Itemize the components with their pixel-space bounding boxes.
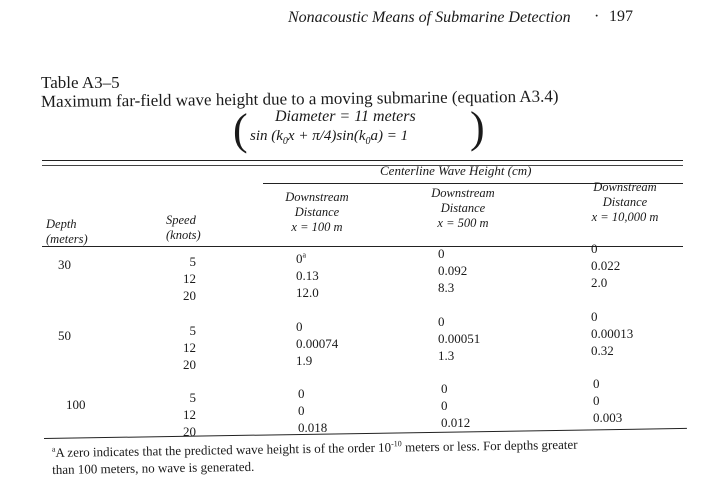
footnote: aA zero indicates that the predicted wav… [51, 436, 578, 477]
values-x100m: 0 0.00074 1.9 [296, 319, 339, 368]
speed-column: 5 12 20 [183, 390, 196, 439]
values-x500m: 0 0.00051 1.3 [438, 314, 481, 363]
col-heading-500m: Downstream Distance x = 500 m [431, 186, 495, 230]
values-x500m: 0 0 0.012 [441, 381, 471, 430]
spanner-heading: Centerline Wave Height (cm) [380, 163, 532, 178]
values-x500m: 0 0.092 8.3 [438, 246, 468, 295]
table-bottom-rule [43, 427, 687, 439]
table-top-rule [42, 160, 683, 161]
stub-heading-speed: Speed (knots) [166, 213, 201, 242]
condition-diameter: Diameter = 11 meters [275, 108, 416, 125]
depth-30: 30 [58, 257, 71, 272]
col-heading-100m: Downstream Distance x = 100 m [285, 190, 349, 234]
page-number: 197 [609, 8, 633, 25]
speed-column: 5 12 20 [183, 323, 196, 372]
condition-open-paren: ( [233, 105, 248, 154]
depth-100: 100 [66, 397, 86, 412]
condition-close-paren: ) [470, 103, 485, 152]
values-x100m: 0 0 0.018 [298, 386, 328, 435]
condition-equation: sin (k0x + π/4)sin(k0a) = 1 [250, 128, 409, 147]
depth-50: 50 [58, 328, 71, 343]
values-x10000m: 0 0.00013 0.32 [591, 309, 634, 358]
spanner-rule [263, 183, 683, 184]
values-x10000m: 0 0 0.003 [593, 376, 623, 425]
running-header-separator: · [594, 8, 600, 25]
running-header-title: Nonacoustic Means of Submarine Detection [288, 9, 571, 26]
footnote-marker: a [302, 250, 307, 260]
header-bottom-rule [42, 246, 683, 247]
table-label: Table A3–5 [41, 73, 120, 92]
speed-column: 5 12 20 [183, 254, 196, 303]
values-x100m: 0a 0.13 12.0 [296, 250, 319, 300]
values-x10000m: 0 0.022 2.0 [591, 241, 621, 290]
stub-heading-depth: Depth (meters) [46, 217, 88, 246]
table-top-rule-double [42, 165, 683, 166]
col-heading-10000m: Downstream Distance x = 10,000 m [591, 180, 659, 224]
